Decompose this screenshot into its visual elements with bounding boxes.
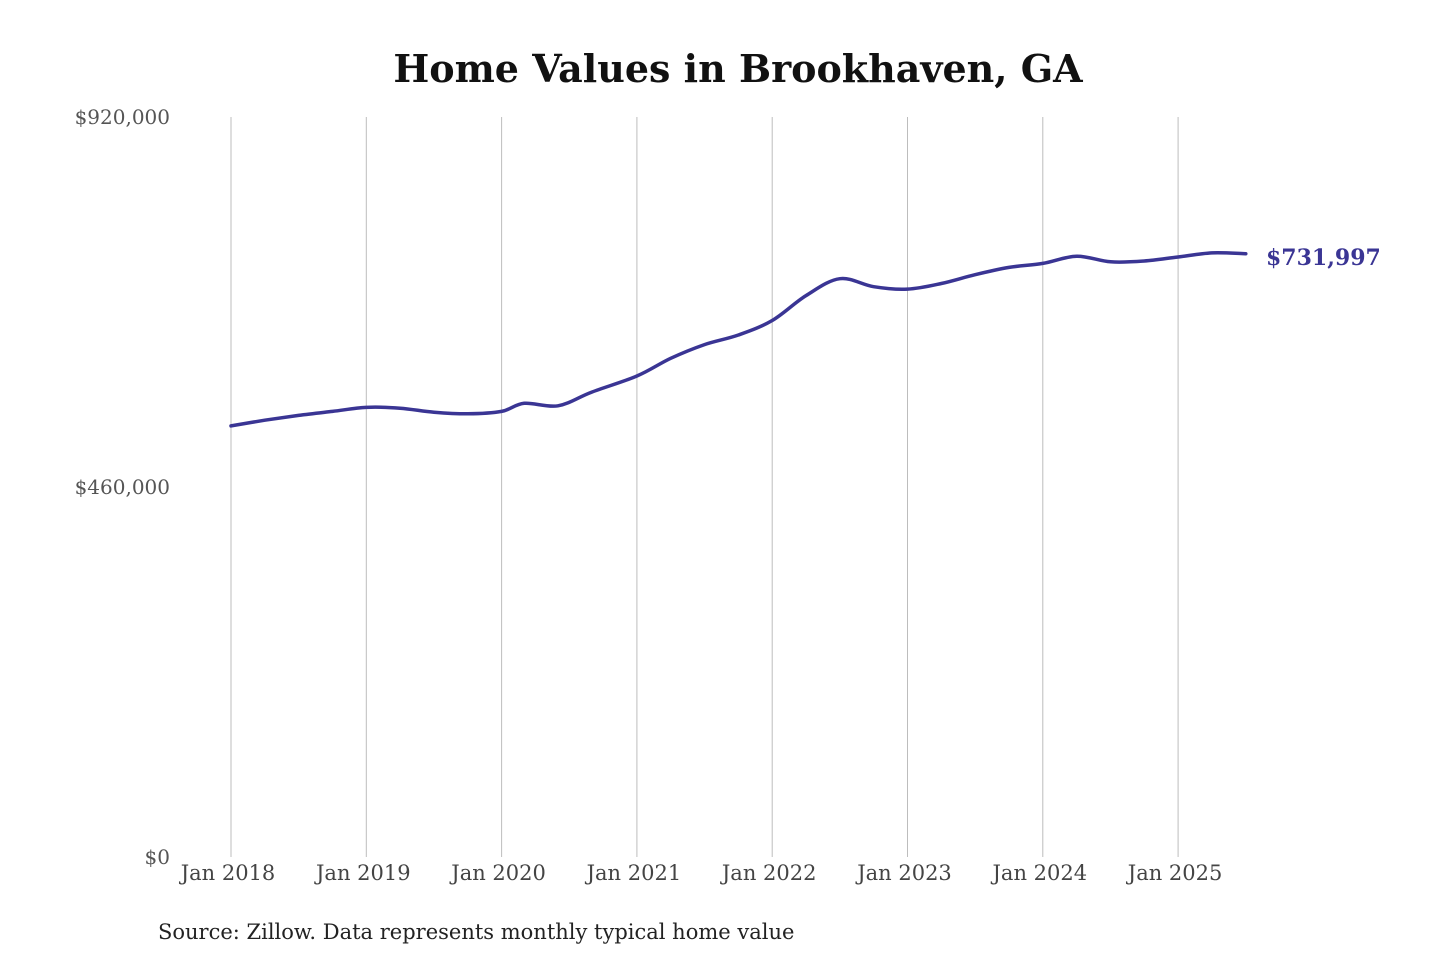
source-note: Source: Zillow. Data represents monthly …	[158, 920, 794, 944]
x-axis-ticks: Jan 2018 Jan 2019 Jan 2020 Jan 2021 Jan 2022…	[179, 861, 1223, 885]
y-tick-label: $0	[145, 845, 170, 869]
series-lines	[229, 251, 1248, 428]
x-tick-label: Jan 2022	[720, 861, 817, 885]
x-tick-label: Jan 2020	[449, 861, 546, 885]
y-tick-label: $460,000	[75, 475, 170, 499]
x-tick-label: Jan 2019	[314, 861, 411, 885]
x-tick-label: Jan 2025	[1126, 861, 1223, 885]
y-tick-label: $920,000	[75, 105, 170, 129]
x-tick-label: Jan 2023	[855, 861, 952, 885]
end-value-label: $731,997	[1266, 245, 1381, 271]
x-tick-label: Jan 2024	[991, 861, 1088, 885]
chart-title: Home Values in Brookhaven, GA	[393, 46, 1083, 91]
vertical-gridlines	[230, 117, 1179, 857]
x-tick-label: Jan 2021	[585, 861, 682, 885]
y-axis-ticks: $0 $460,000 $920,000	[75, 105, 170, 869]
x-tick-label: Jan 2018	[179, 861, 276, 885]
series-line-0	[229, 251, 1248, 428]
